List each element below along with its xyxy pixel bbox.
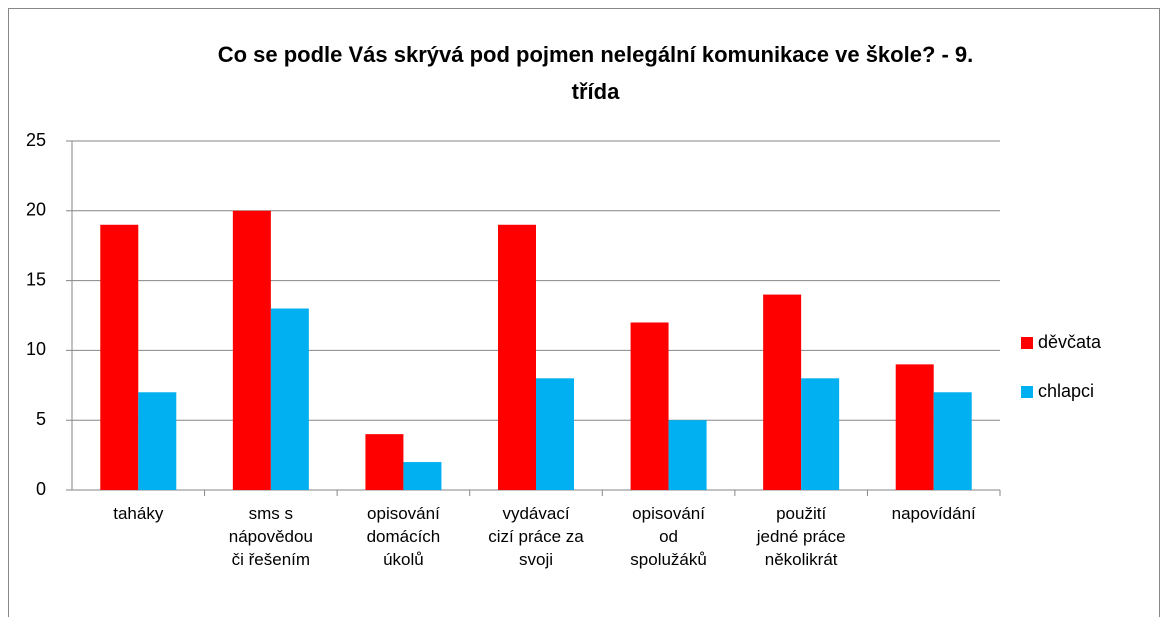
bar	[801, 378, 840, 490]
bar	[536, 378, 574, 490]
y-tick-label: 5	[36, 409, 46, 429]
x-tick-label: napovídání	[891, 504, 976, 523]
legend-swatch	[1021, 337, 1033, 349]
x-tick-label: sms s nápovědou či řešením	[228, 504, 313, 569]
y-tick-label: 15	[26, 269, 46, 289]
bar	[933, 392, 972, 490]
y-tick-label: 0	[36, 479, 46, 499]
x-label-box: opisování od spolužáků	[630, 504, 707, 569]
x-label-box: vydávací cizí práce za svoji	[488, 504, 584, 569]
bar	[630, 322, 669, 490]
bar	[498, 224, 536, 490]
y-tick-label: 10	[26, 339, 46, 359]
bar	[100, 224, 139, 490]
x-label-box: opisování domácích úkolů	[366, 504, 441, 569]
bar	[365, 434, 404, 490]
bar	[232, 210, 271, 491]
x-tick-label: opisování od spolužáků	[630, 504, 707, 569]
y-tick-label: 20	[26, 200, 46, 220]
bar	[270, 308, 309, 490]
x-tick-label: opisování domácích úkolů	[366, 504, 441, 569]
chart-border	[8, 8, 1160, 617]
x-tick-label: použití jedné práce několikrát	[756, 504, 846, 569]
x-label-box: použití jedné práce několikrát	[756, 504, 846, 569]
x-tick-label: vydávací cizí práce za svoji	[488, 504, 584, 569]
legend-label: chlapci	[1038, 381, 1094, 401]
bar	[895, 364, 934, 490]
legend-label: děvčata	[1038, 332, 1102, 352]
bar	[138, 392, 177, 490]
bar	[403, 462, 442, 490]
x-label-box: napovídání	[891, 504, 976, 523]
title-box: Co se podle Vás skrývá pod pojmen nelegá…	[217, 42, 974, 104]
legend-swatch	[1021, 386, 1033, 398]
bar	[763, 294, 802, 490]
x-label-box: sms s nápovědou či řešením	[228, 504, 313, 569]
x-label-box: taháky	[113, 504, 164, 523]
y-tick-label: 25	[26, 130, 46, 150]
bar	[668, 420, 707, 490]
chart-title: Co se podle Vás skrývá pod pojmen nelegá…	[217, 42, 974, 104]
x-tick-label: taháky	[113, 504, 164, 523]
